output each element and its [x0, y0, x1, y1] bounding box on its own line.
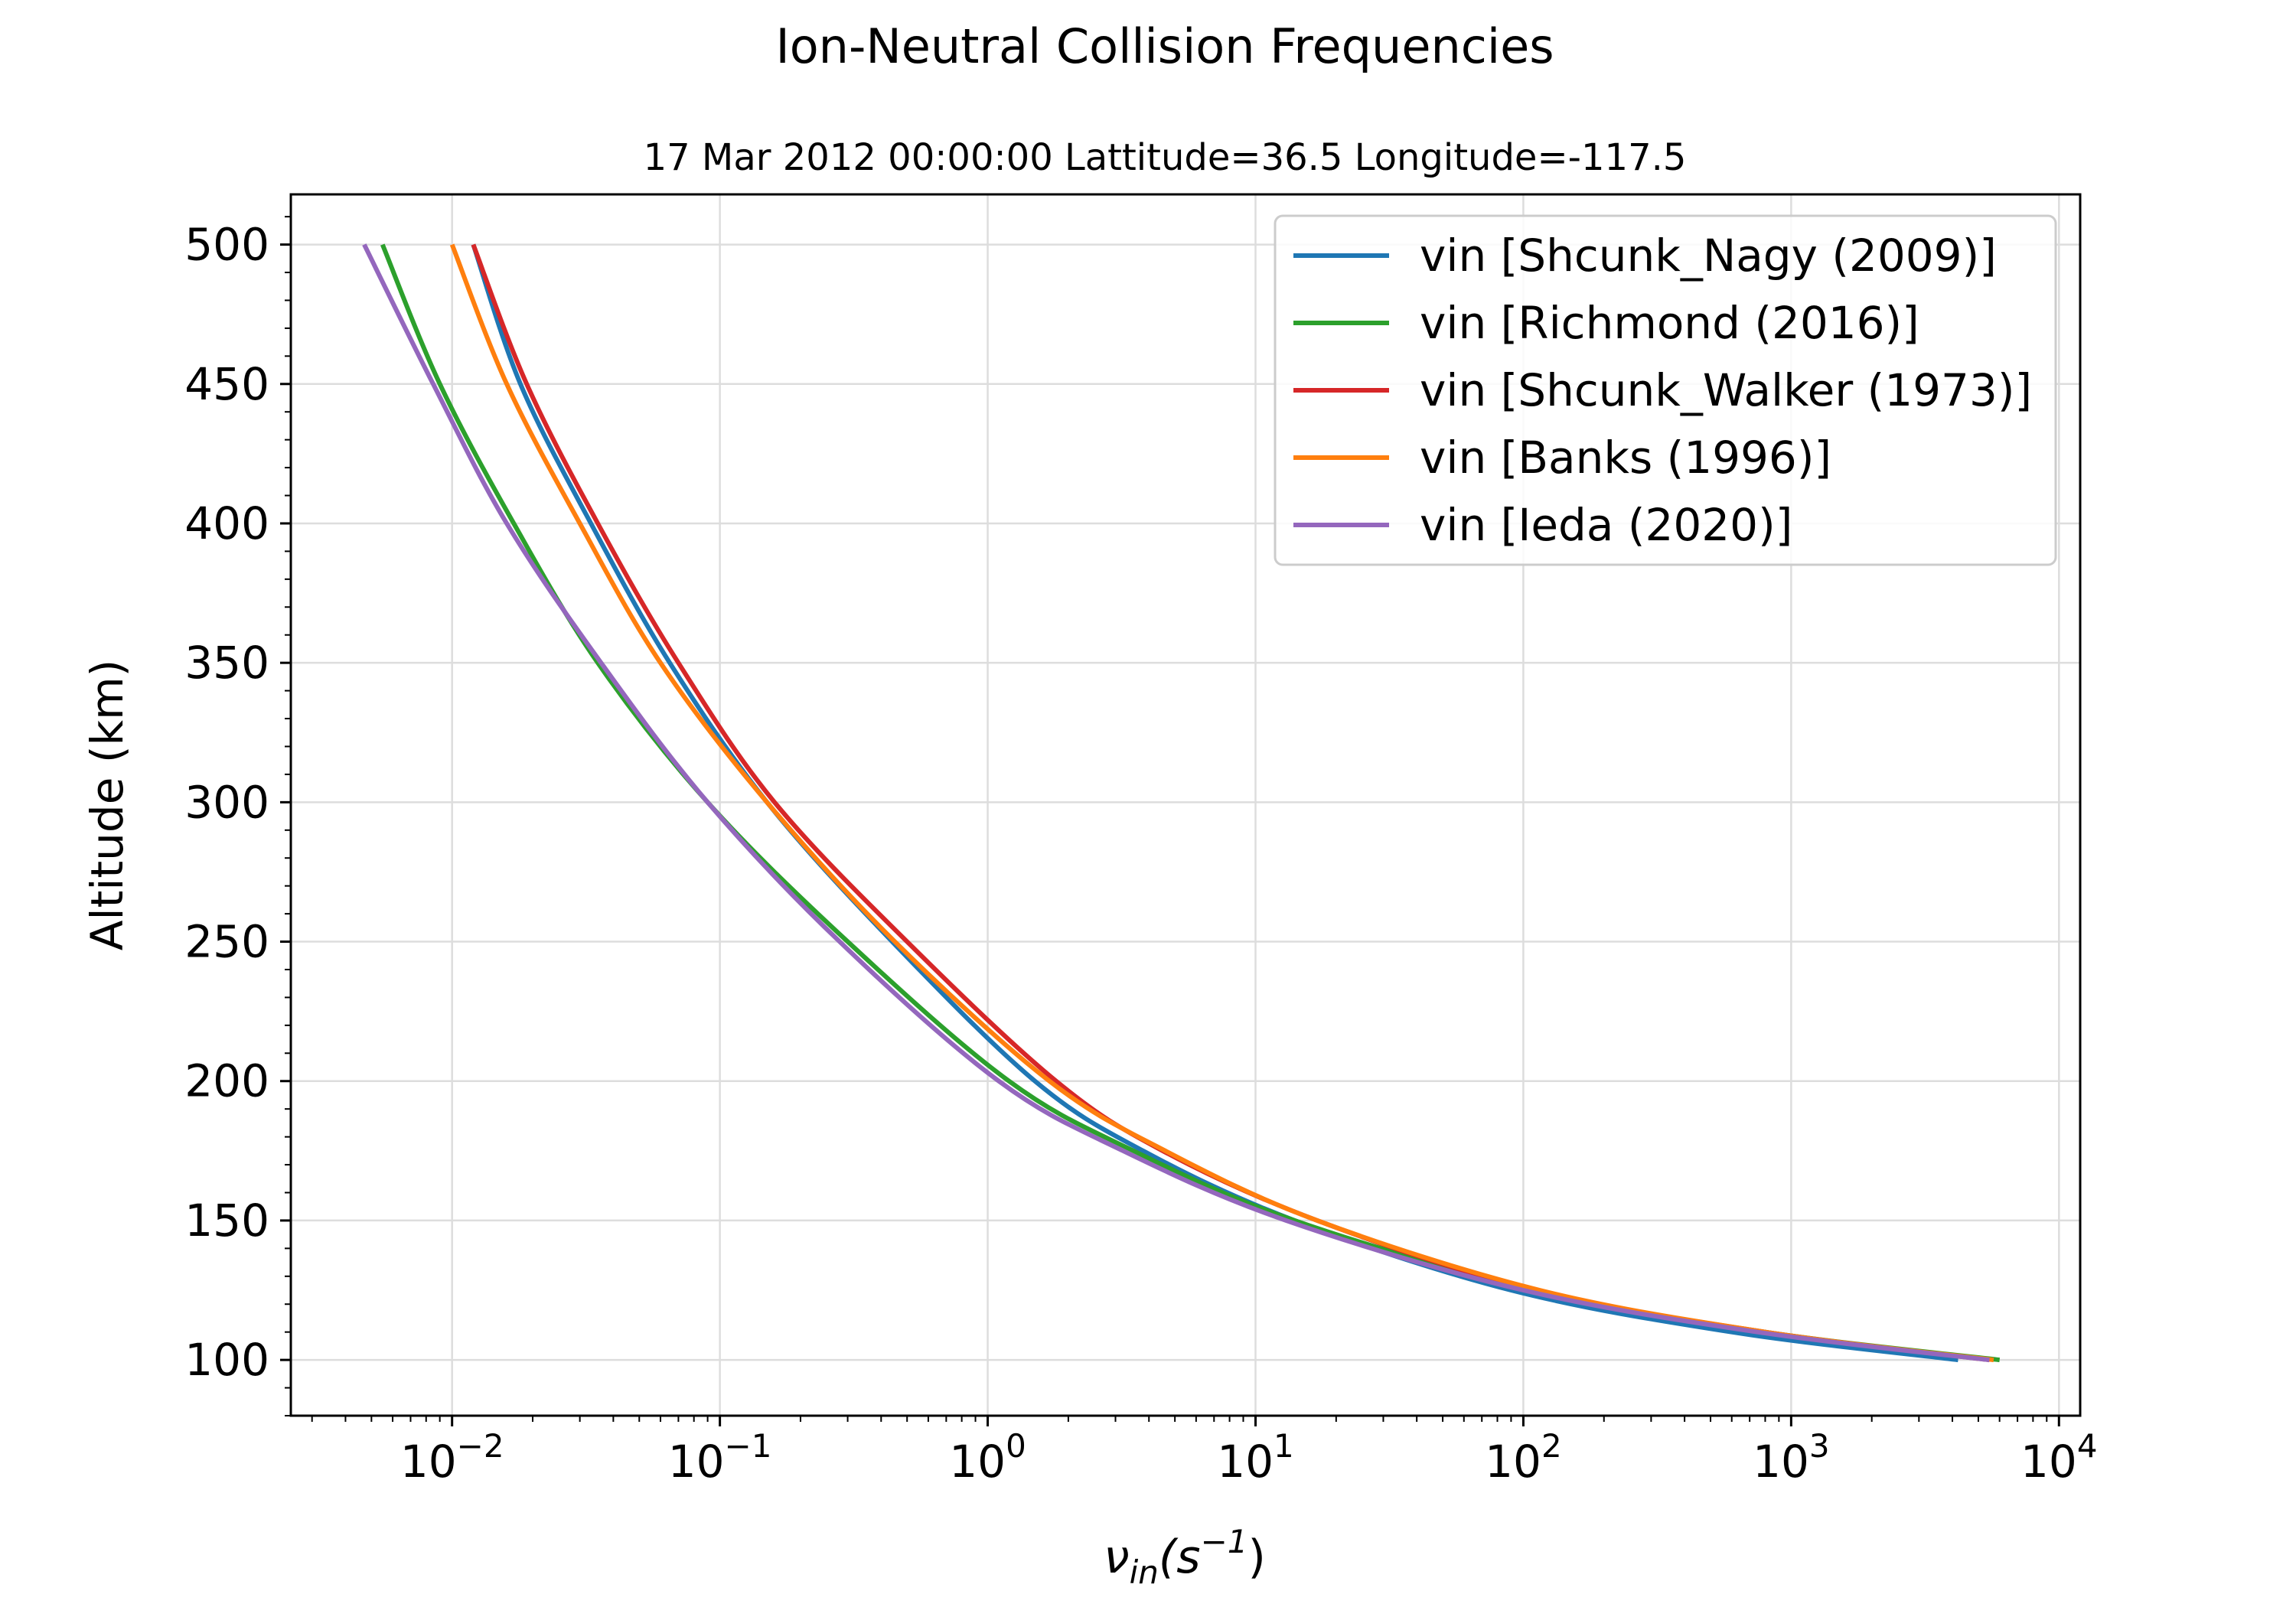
x-tick-label: 10−1: [668, 1427, 772, 1488]
y-tick-label: 100: [184, 1334, 269, 1386]
plot-frame: [289, 193, 2082, 1417]
y-tick-label: 500: [184, 219, 269, 271]
x-tick-exponent: 0: [1006, 1427, 1026, 1465]
x-label-exponent: −1: [1201, 1523, 1248, 1560]
x-tick-exponent: 3: [1809, 1427, 1830, 1465]
x-axis-label: νin(s−1): [1104, 1523, 1266, 1591]
y-axis-label: Altitude (km): [81, 660, 133, 950]
x-tick-label: 101: [1217, 1427, 1294, 1488]
x-tick-base: 10: [2020, 1436, 2077, 1488]
x-tick-label: 10−2: [400, 1427, 504, 1488]
legend-label: vin [Richmond (2016)]: [1420, 297, 1919, 349]
x-axis: 10−2 10−1 100 101 102 103 104: [400, 1416, 2098, 1488]
y-tick-label: 200: [184, 1055, 269, 1107]
series-line-5: [362, 243, 1990, 1363]
x-tick-base: 10: [1753, 1436, 1809, 1488]
y-tick-label: 150: [184, 1195, 269, 1247]
x-label-close: ): [1247, 1530, 1265, 1584]
legend-label: vin [Shcunk_Walker (1973)]: [1420, 364, 2032, 416]
x-tick-exponent: 1: [1274, 1427, 1294, 1465]
y-tick-label: 350: [184, 637, 269, 689]
y-tick-label: 450: [184, 358, 269, 410]
series-line-1: [471, 243, 1958, 1363]
y-axis: 100 150 200 250 300 350 400 450 500: [184, 219, 291, 1386]
x-tick-base: 10: [1217, 1436, 1274, 1488]
x-tick-label: 103: [1753, 1427, 1830, 1488]
x-tick-base: 10: [1485, 1436, 1541, 1488]
x-tick-exponent: 4: [2077, 1427, 2098, 1465]
x-tick-label: 104: [2020, 1427, 2098, 1488]
y-tick-label: 250: [184, 916, 269, 968]
x-tick-label: 102: [1485, 1427, 1562, 1488]
legend-label: vin [Banks (1996)]: [1420, 432, 1831, 484]
x-tick-exponent: 2: [1541, 1427, 1562, 1465]
chart-suptitle: Ion-Neutral Collision Frequencies: [775, 18, 1554, 74]
x-tick-base: 10: [400, 1436, 457, 1488]
series-line-4: [449, 243, 1994, 1363]
legend-label: vin [Shcunk_Nagy (2009)]: [1420, 230, 1997, 282]
y-tick-label: 300: [184, 776, 269, 828]
y-tick-label: 400: [184, 497, 269, 549]
x-label-subscript: in: [1130, 1553, 1159, 1591]
chart-title: 17 Mar 2012 00:00:00 Lattitude=36.5 Long…: [644, 136, 1687, 179]
x-tick-base: 10: [668, 1436, 725, 1488]
x-label-open: (s: [1159, 1530, 1201, 1584]
x-tick-base: 10: [949, 1436, 1006, 1488]
legend-frame: [1274, 214, 2057, 566]
legend: vin [Shcunk_Nagy (2009)] vin [Richmond (2…: [1274, 214, 2057, 566]
series-lines: [362, 243, 2001, 1363]
x-tick-exponent: −1: [725, 1427, 772, 1465]
x-label-symbol: ν: [1104, 1530, 1130, 1584]
x-tick-label: 100: [949, 1427, 1026, 1488]
legend-label: vin [Ieda (2020)]: [1420, 499, 1792, 551]
grid-lines: [291, 194, 2080, 1416]
x-tick-exponent: −2: [457, 1427, 504, 1465]
